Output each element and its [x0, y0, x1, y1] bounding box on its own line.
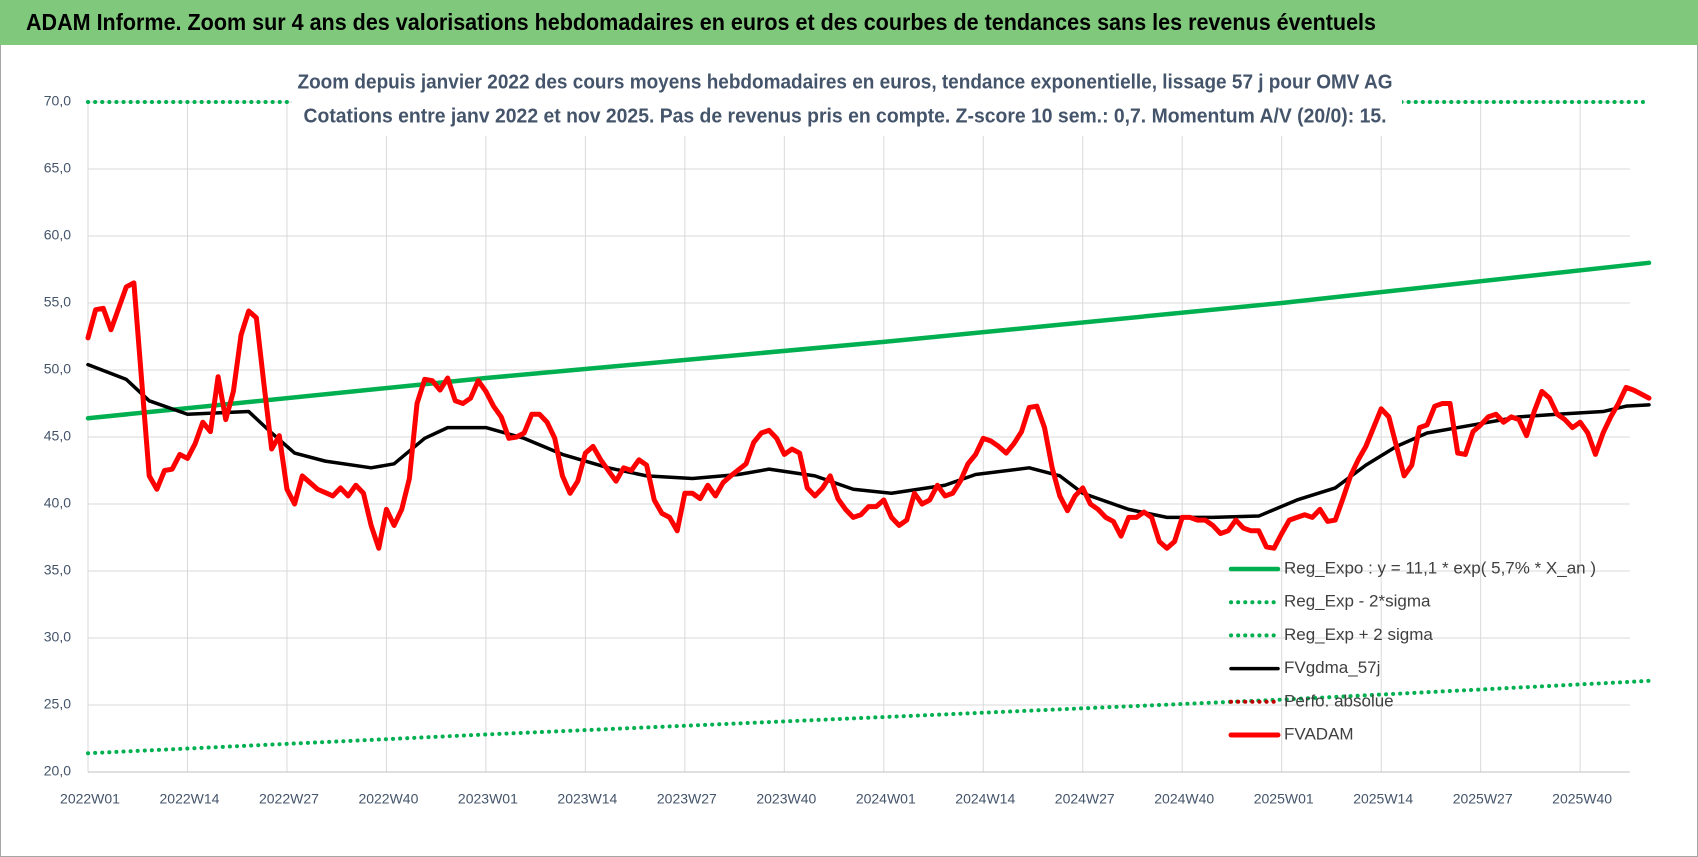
legend: Reg_Expo : y = 11,1 * exp( 5,7% * X_an )… — [1228, 558, 1596, 743]
series-line — [85, 280, 1652, 551]
x-tick-label: 2022W27 — [259, 791, 319, 807]
y-tick-label: 45,0 — [44, 428, 71, 444]
y-tick-label: 65,0 — [44, 160, 71, 176]
y-tick-label: 35,0 — [44, 562, 71, 578]
y-tick-label: 50,0 — [44, 361, 71, 377]
title-bar — [0, 0, 1698, 45]
y-tick-label: 55,0 — [44, 294, 71, 310]
x-tick-label: 2024W14 — [955, 791, 1015, 807]
legend-label: Reg_Expo : y = 11,1 * exp( 5,7% * X_an ) — [1284, 558, 1596, 577]
legend-label: Perfo. absolue — [1284, 691, 1394, 710]
x-tick-label: 2024W27 — [1055, 791, 1115, 807]
legend-label: Reg_Exp + 2 sigma — [1284, 625, 1433, 644]
x-tick-label: 2023W01 — [458, 791, 518, 807]
subtitle: Cotations entre janv 2022 et nov 2025. P… — [304, 105, 1387, 127]
series-line — [85, 260, 1652, 421]
y-tick-label: 60,0 — [44, 227, 71, 243]
legend-label: FVgdma_57j — [1284, 658, 1380, 677]
x-tick-label: 2023W14 — [557, 791, 617, 807]
legend-label: FVADAM — [1284, 724, 1354, 743]
x-tick-label: 2023W27 — [657, 791, 717, 807]
y-tick-label: 40,0 — [44, 495, 71, 511]
x-tick-label: 2024W01 — [856, 791, 916, 807]
y-tick-label: 20,0 — [44, 763, 71, 779]
series-line — [86, 678, 1651, 756]
y-tick-label: 30,0 — [44, 629, 71, 645]
x-tick-label: 2022W40 — [358, 791, 418, 807]
x-tick-label: 2025W40 — [1552, 791, 1612, 807]
x-tick-label: 2024W40 — [1154, 791, 1214, 807]
subtitle: Zoom depuis janvier 2022 des cours moyen… — [298, 71, 1393, 93]
x-tick-label: 2025W14 — [1353, 791, 1413, 807]
plot-area: 20,0 25,0 30,0 35,0 40,0 45,0 50,0 55,0 60,0 65,0… — [44, 93, 1652, 807]
x-tick-label: 2022W01 — [60, 791, 120, 807]
y-tick-label: 25,0 — [44, 696, 71, 712]
x-tick-label: 2025W27 — [1453, 791, 1513, 807]
x-tick-label: 2025W01 — [1254, 791, 1314, 807]
x-tick-label: 2022W14 — [160, 791, 220, 807]
subtitle-background — [292, 64, 1402, 136]
chart-title: ADAM Informe. Zoom sur 4 ans des valoris… — [26, 9, 1376, 35]
y-tick-label: 70,0 — [44, 93, 71, 109]
legend-label: Reg_Exp - 2*sigma — [1284, 592, 1431, 611]
x-tick-label: 2023W40 — [756, 791, 816, 807]
